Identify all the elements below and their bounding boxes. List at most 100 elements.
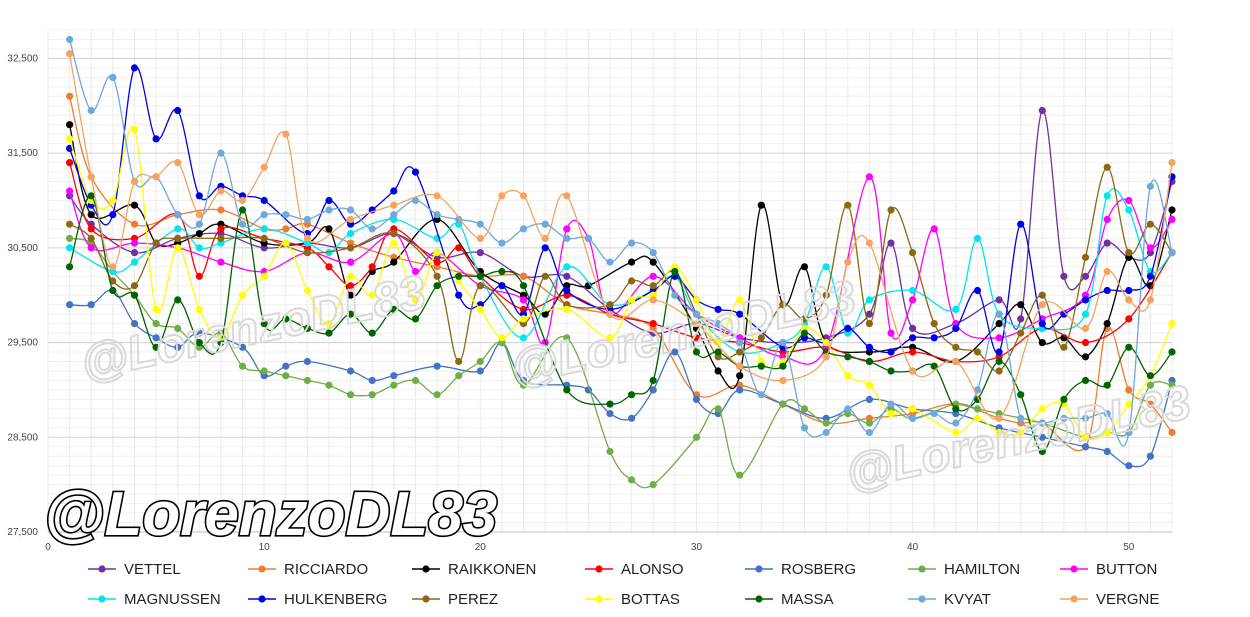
data-point-button: [519, 296, 528, 304]
data-point-vergne: [1081, 324, 1090, 332]
data-point-vettel: [563, 272, 571, 280]
legend-label: MASSA: [781, 591, 834, 608]
data-point-vergne: [865, 239, 874, 247]
data-point-ricciardo: [66, 92, 74, 100]
data-point-ricciardo: [282, 225, 290, 233]
data-point-perez: [1103, 163, 1111, 171]
data-point-button: [66, 187, 74, 195]
data-point-rosberg: [649, 386, 657, 394]
data-point-bottas: [282, 239, 290, 247]
data-point-hulkenberg: [541, 244, 549, 252]
legend-item-ricciardo: RICCIARDO: [248, 561, 368, 578]
legend-label: RAIKKONEN: [448, 561, 536, 578]
legend-item-hamilton: HAMILTON: [908, 561, 1020, 578]
data-point-kvyat: [390, 211, 398, 219]
data-point-raikkonen: [757, 201, 765, 209]
data-point-vergne: [390, 201, 398, 209]
x-tick-label: 10: [259, 542, 271, 553]
data-point-bottas: [628, 296, 636, 304]
y-tick-label: 31,500: [7, 148, 38, 159]
data-point-raikkonen: [649, 258, 657, 266]
data-point-hamilton: [865, 419, 874, 427]
data-point-perez: [87, 234, 95, 242]
data-point-kvyat: [909, 414, 917, 422]
legend-swatch-marker: [918, 565, 926, 573]
data-point-button: [347, 258, 355, 266]
data-point-vergne: [692, 320, 701, 328]
data-point-perez: [347, 244, 355, 252]
data-point-alonso: [1125, 315, 1133, 323]
data-point-button: [1125, 196, 1133, 205]
data-point-perez: [779, 301, 787, 309]
data-point-vergne: [779, 376, 787, 385]
data-point-bottas: [973, 414, 982, 422]
data-point-kvyat: [865, 428, 874, 437]
legend-label: BOTTAS: [621, 591, 680, 608]
data-point-raikkonen: [800, 263, 809, 271]
data-point-massa: [1103, 381, 1111, 389]
data-point-rosberg: [174, 343, 182, 351]
data-point-bottas: [1103, 428, 1111, 437]
data-point-button: [217, 258, 225, 266]
data-point-hulkenberg: [1081, 296, 1090, 304]
data-point-kvyat: [1168, 249, 1176, 257]
data-point-raikkonen: [736, 372, 744, 380]
data-point-hulkenberg: [195, 192, 203, 200]
data-point-magnussen: [952, 305, 960, 313]
data-point-massa: [519, 282, 528, 290]
data-point-hamilton: [1146, 381, 1154, 389]
data-point-raikkonen: [628, 258, 636, 266]
data-point-bottas: [865, 381, 874, 389]
data-point-kvyat: [498, 239, 506, 247]
data-point-hulkenberg: [411, 168, 420, 176]
data-point-hulkenberg: [1146, 272, 1154, 280]
data-point-kvyat: [779, 339, 787, 347]
data-point-raikkonen: [87, 211, 95, 219]
data-point-bottas: [1125, 400, 1133, 408]
data-point-massa: [347, 310, 355, 318]
data-point-massa: [1168, 348, 1176, 356]
data-point-bottas: [1168, 320, 1176, 328]
data-point-massa: [1017, 391, 1025, 399]
data-point-bottas: [476, 305, 484, 313]
data-point-hamilton: [282, 372, 290, 380]
data-point-bottas: [390, 239, 398, 247]
data-point-magnussen: [130, 258, 139, 266]
data-point-kvyat: [671, 291, 679, 299]
data-point-rosberg: [238, 343, 247, 351]
data-point-button: [930, 225, 938, 233]
data-point-hamilton: [973, 405, 982, 413]
data-point-hulkenberg: [909, 334, 917, 342]
data-point-bottas: [952, 428, 960, 437]
data-point-kvyat: [260, 211, 268, 219]
legend-swatch-marker: [258, 565, 266, 573]
data-point-bottas: [325, 320, 333, 328]
data-point-perez: [541, 272, 549, 280]
data-point-hulkenberg: [174, 106, 182, 115]
data-point-massa: [844, 353, 852, 361]
data-point-massa: [152, 343, 160, 351]
data-point-kvyat: [282, 211, 290, 219]
data-point-hamilton: [260, 367, 268, 375]
data-point-vergne: [649, 296, 657, 304]
data-point-bottas: [347, 272, 355, 280]
series-line-kvyat: [68, 39, 1173, 447]
data-point-massa: [238, 206, 247, 214]
data-point-vergne: [130, 177, 139, 186]
data-point-bottas: [692, 296, 701, 304]
data-point-hulkenberg: [455, 291, 463, 299]
legend-swatch-marker: [595, 565, 603, 573]
data-point-massa: [109, 286, 117, 295]
data-point-kvyat: [563, 234, 571, 242]
data-point-alonso: [66, 159, 74, 167]
data-point-rosberg: [390, 372, 398, 380]
data-point-perez: [1081, 253, 1090, 261]
legend-item-button: BUTTON: [1060, 561, 1157, 578]
data-point-bottas: [174, 244, 182, 252]
data-point-vettel: [1103, 239, 1111, 247]
data-point-hulkenberg: [260, 196, 268, 205]
data-point-raikkonen: [1146, 282, 1154, 290]
data-point-hulkenberg: [865, 343, 874, 351]
data-point-massa: [498, 267, 506, 276]
data-point-button: [909, 296, 917, 304]
